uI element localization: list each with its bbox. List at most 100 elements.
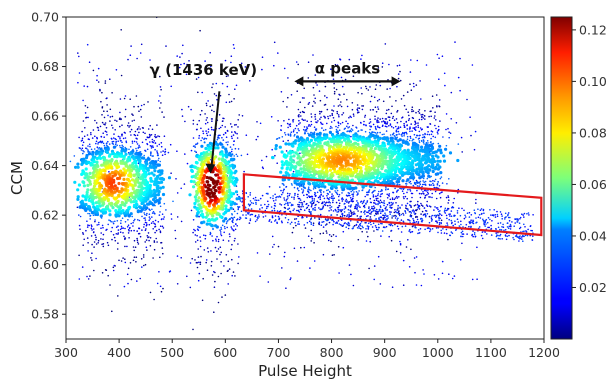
density-point xyxy=(333,87,336,89)
density-point xyxy=(465,223,468,226)
density-point xyxy=(307,140,312,144)
density-point xyxy=(144,213,146,216)
density-point xyxy=(375,195,377,197)
density-point xyxy=(298,115,300,118)
density-point xyxy=(277,215,280,218)
density-point xyxy=(405,182,407,185)
density-point xyxy=(131,140,134,143)
density-point xyxy=(307,149,311,153)
density-point xyxy=(429,227,431,230)
density-point xyxy=(397,228,400,230)
density-point xyxy=(247,208,250,210)
density-point xyxy=(158,143,161,146)
density-point xyxy=(108,219,110,221)
density-point xyxy=(290,131,293,133)
density-point xyxy=(499,228,501,231)
density-point xyxy=(123,235,125,238)
density-point xyxy=(199,152,204,156)
density-point xyxy=(276,210,279,212)
density-point xyxy=(102,233,105,236)
density-point xyxy=(126,273,129,276)
density-point xyxy=(141,229,143,231)
density-point xyxy=(408,230,411,232)
density-point xyxy=(91,137,94,139)
density-point xyxy=(406,202,409,205)
density-point xyxy=(391,147,395,151)
density-point xyxy=(114,220,116,223)
density-point xyxy=(183,183,186,185)
density-point xyxy=(230,216,233,219)
density-point xyxy=(404,225,407,227)
density-point xyxy=(241,115,244,117)
density-point xyxy=(180,220,183,223)
density-point xyxy=(106,241,109,244)
density-point xyxy=(196,266,199,269)
density-point xyxy=(149,59,151,61)
density-point xyxy=(427,174,431,178)
density-point xyxy=(455,122,458,124)
density-point xyxy=(367,222,370,225)
density-point xyxy=(322,220,325,223)
density-point xyxy=(308,189,311,191)
density-point xyxy=(450,91,453,94)
density-point xyxy=(100,238,102,240)
density-point xyxy=(352,113,355,115)
density-point xyxy=(379,199,382,202)
density-point xyxy=(484,220,487,222)
density-point xyxy=(117,295,119,297)
density-point xyxy=(421,218,423,220)
density-point xyxy=(458,225,461,227)
density-point xyxy=(299,185,301,188)
density-point xyxy=(76,197,80,201)
density-point xyxy=(487,226,489,229)
density-point xyxy=(409,83,411,85)
density-point xyxy=(376,100,379,102)
density-point xyxy=(333,92,336,95)
density-point xyxy=(314,118,317,120)
density-point xyxy=(308,101,311,104)
density-point xyxy=(151,138,154,141)
density-point xyxy=(377,197,379,200)
density-point xyxy=(434,206,436,208)
density-point xyxy=(446,224,449,226)
density-point xyxy=(411,143,416,147)
density-point xyxy=(104,130,107,133)
density-point xyxy=(291,231,294,234)
density-point xyxy=(366,225,369,227)
density-point xyxy=(210,118,213,120)
density-point xyxy=(416,189,418,192)
density-point xyxy=(521,238,523,240)
density-point xyxy=(426,213,429,215)
density-point xyxy=(143,212,145,214)
density-point xyxy=(198,215,200,218)
density-point xyxy=(116,220,119,222)
density-point xyxy=(101,121,104,124)
density-point xyxy=(214,146,218,150)
density-point xyxy=(332,195,334,197)
density-point xyxy=(194,259,196,261)
density-point xyxy=(126,245,128,248)
density-point xyxy=(100,232,102,234)
density-point xyxy=(401,132,404,135)
density-point xyxy=(283,120,285,122)
density-point xyxy=(396,211,398,214)
density-point xyxy=(261,166,264,168)
density-point xyxy=(433,117,436,119)
density-point xyxy=(273,243,275,246)
density-point xyxy=(418,140,421,142)
density-point xyxy=(283,211,286,213)
density-point xyxy=(201,91,203,94)
density-point xyxy=(359,222,362,225)
density-point xyxy=(151,212,154,214)
density-point xyxy=(446,222,448,224)
density-point xyxy=(137,105,140,108)
density-point xyxy=(272,200,275,202)
density-point xyxy=(513,238,515,241)
density-point xyxy=(149,176,153,181)
density-point xyxy=(450,219,453,222)
density-point xyxy=(136,149,138,152)
density-point xyxy=(509,228,512,230)
density-point xyxy=(395,195,398,198)
density-point xyxy=(353,211,355,213)
density-point xyxy=(102,226,104,229)
